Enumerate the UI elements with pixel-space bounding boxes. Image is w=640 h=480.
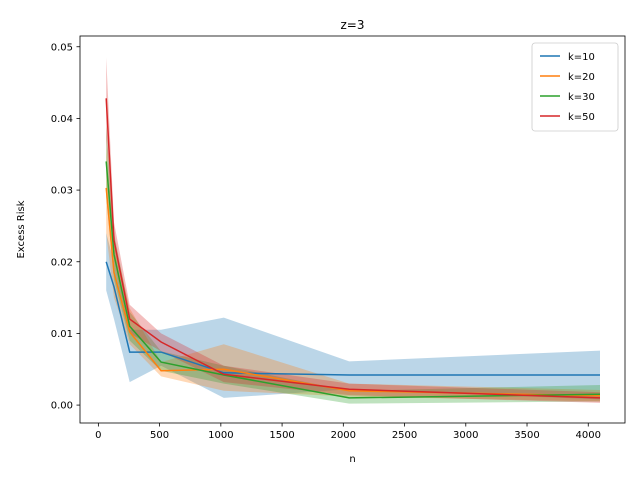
x-tick-label: 3500: [514, 430, 539, 441]
line-series-1: [105, 187, 601, 397]
y-axis: 0.00 0.01 0.02 0.03 0.04 0.05: [51, 42, 80, 412]
series-lines: [105, 98, 601, 399]
x-tick-label: 1500: [269, 430, 294, 441]
legend-label-2: k=30: [568, 92, 595, 103]
x-axis-label: n: [349, 454, 355, 465]
y-tick-label: 0.04: [51, 114, 73, 125]
y-tick-label: 0.00: [51, 401, 73, 412]
y-tick-label: 0.03: [51, 186, 73, 197]
x-tick-label: 2000: [331, 430, 356, 441]
plot-frame: [79, 35, 626, 424]
line-series-3: [105, 98, 601, 399]
x-tick-label: 0: [95, 430, 101, 441]
band-series-0: [106, 233, 600, 400]
y-tick-label: 0.05: [51, 42, 73, 53]
legend: k=10 k=20 k=30 k=50: [531, 42, 619, 132]
y-axis-label: Excess Risk: [16, 200, 27, 258]
line-series-2: [105, 161, 601, 399]
legend-label-1: k=20: [568, 72, 595, 83]
x-tick-label: 3000: [453, 430, 478, 441]
x-tick-label: 1000: [208, 430, 233, 441]
legend-box: [531, 42, 619, 132]
confidence-bands: [106, 57, 600, 404]
y-tick-label: 0.02: [51, 257, 73, 268]
x-tick-label: 4000: [576, 430, 601, 441]
legend-label-3: k=50: [568, 112, 595, 123]
chart-title: z=3: [341, 18, 365, 32]
x-tick-label: 500: [150, 430, 169, 441]
legend-label-0: k=10: [568, 52, 595, 63]
y-tick-label: 0.01: [51, 329, 73, 340]
line-series-0: [105, 261, 600, 376]
x-tick-label: 2500: [392, 430, 417, 441]
x-axis: 0 500 1000 1500 2000 2500 3000 3500 4000: [95, 423, 601, 441]
